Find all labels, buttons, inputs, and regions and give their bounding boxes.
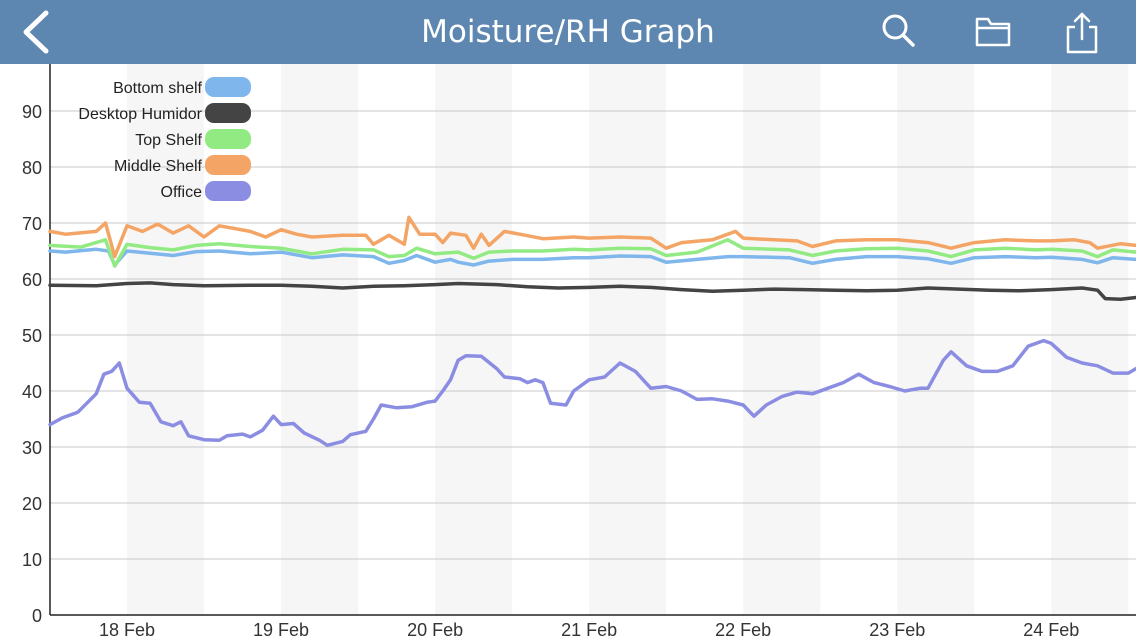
y-tick-label: 10: [22, 550, 42, 570]
y-tick-label: 60: [22, 270, 42, 290]
y-tick-label: 80: [22, 158, 42, 178]
moisture-rh-chart: 0 10 20 30 40 50 60 70 80 90 100 18 Feb 19 Feb 20 Feb…: [12, 64, 1136, 640]
series-line: [48, 281, 1136, 301]
legend-swatch: [205, 129, 251, 149]
legend-label: Middle Shelf: [114, 158, 203, 175]
y-tick-label: 0: [32, 606, 42, 626]
legend-swatch: [205, 103, 251, 123]
legend-label: Desktop Humidor: [78, 106, 202, 123]
series-line: [48, 338, 1136, 448]
x-tick-label: 24 Feb: [1023, 620, 1079, 640]
chevron-left-icon: [23, 10, 49, 54]
legend: Bottom shelf Desktop Humidor Top Shelf Midd…: [78, 77, 251, 201]
x-tick-label: 22 Feb: [715, 620, 771, 640]
day-band: [127, 64, 205, 615]
search-button[interactable]: [868, 0, 932, 64]
series-lines: [48, 215, 1136, 448]
series-line: [48, 238, 1136, 268]
y-tick-label: 50: [22, 326, 42, 346]
legend-swatch: [205, 181, 251, 201]
share-button[interactable]: [1050, 0, 1114, 64]
y-tick-label: 30: [22, 438, 42, 458]
day-band: [435, 64, 513, 615]
y-tick-label: 40: [22, 382, 42, 402]
folder-icon: [975, 17, 1011, 47]
folder-button[interactable]: [960, 0, 1024, 64]
legend-label: Top Shelf: [135, 132, 202, 149]
share-icon: [1066, 12, 1098, 54]
x-tick-label: 23 Feb: [869, 620, 925, 640]
legend-label: Office: [161, 184, 203, 201]
legend-swatch: [205, 155, 251, 175]
x-tick-label: 18 Feb: [99, 620, 155, 640]
day-band: [589, 64, 667, 615]
page-title: Moisture/RH Graph: [421, 14, 715, 50]
day-band: [897, 64, 975, 615]
series-line: [48, 247, 1136, 267]
x-tick-label: 20 Feb: [407, 620, 463, 640]
legend-label: Bottom shelf: [113, 80, 202, 97]
y-tick-label: 90: [22, 102, 42, 122]
y-tick-label: 20: [22, 494, 42, 514]
x-tick-label: 19 Feb: [253, 620, 309, 640]
axes: 0 10 20 30 40 50 60 70 80 90 100 18 Feb 19 Feb 20 Feb…: [12, 64, 1136, 640]
y-tick-label: 100: [12, 64, 42, 66]
legend-swatch: [205, 77, 251, 97]
day-bands: [127, 64, 1129, 615]
day-band: [743, 64, 821, 615]
search-icon: [882, 14, 915, 47]
x-tick-label: 21 Feb: [561, 620, 617, 640]
y-tick-label: 70: [22, 214, 42, 234]
day-band: [281, 64, 359, 615]
back-button[interactable]: [6, 0, 70, 64]
navigation-bar: Moisture/RH Graph: [0, 0, 1136, 64]
series-line: [48, 215, 1136, 259]
day-band: [1051, 64, 1129, 615]
